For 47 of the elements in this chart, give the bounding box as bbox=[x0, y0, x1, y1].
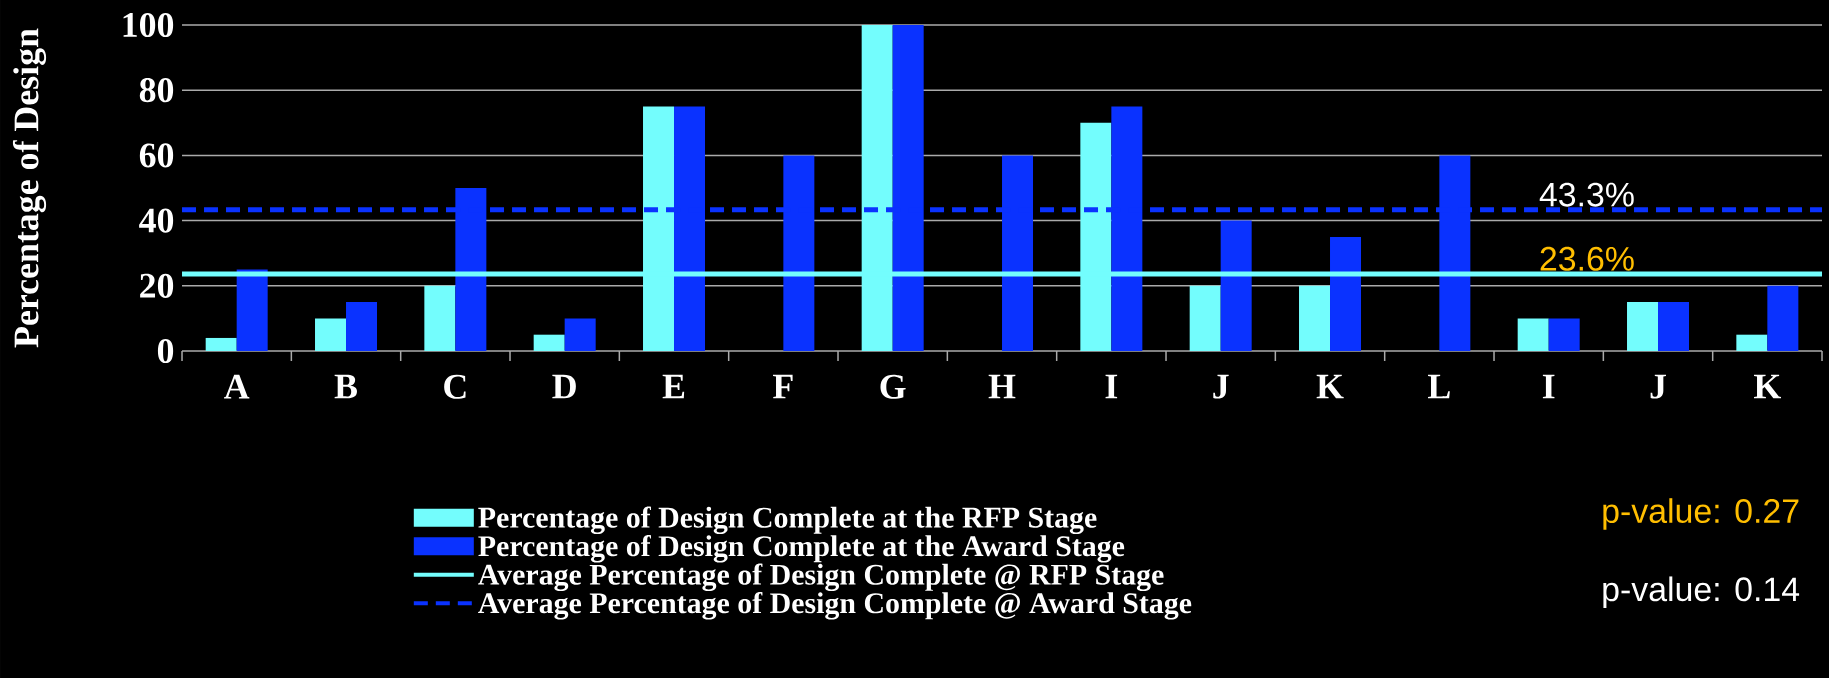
bar bbox=[1189, 285, 1221, 351]
y-tick-label: 100 bbox=[123, 12, 174, 38]
text: p-value: 0.14 bbox=[1603, 576, 1800, 609]
legend-label: Percentage of Design Complete at the RFP Stage bbox=[478, 506, 1097, 535]
x-tick-label: J bbox=[1650, 374, 1666, 399]
annotation: 43.3% bbox=[1539, 182, 1634, 207]
y-tick-label: 40 bbox=[139, 208, 174, 233]
legend-label: Percentage of Design Complete at the Award Stage bbox=[478, 534, 1125, 563]
x-tick-label: K bbox=[1754, 374, 1782, 399]
x-tick-label: A bbox=[224, 374, 250, 399]
bar bbox=[1658, 302, 1690, 351]
text: p-value: 0.27 bbox=[1603, 498, 1799, 530]
x-tick-label: B bbox=[334, 374, 357, 399]
x-tick-label: K bbox=[1316, 374, 1344, 399]
bar bbox=[424, 285, 456, 351]
x-tick-label: G bbox=[880, 374, 906, 399]
bar bbox=[1548, 318, 1580, 351]
annotation: 23.6% bbox=[1540, 246, 1634, 271]
legend-label: Average Percentage of Design Complete @ RFP Stage bbox=[478, 563, 1164, 592]
x-tick-label: E bbox=[662, 374, 685, 399]
bar bbox=[1330, 236, 1362, 351]
x-tick-label: I bbox=[1542, 374, 1555, 399]
bar bbox=[1299, 285, 1331, 351]
legend-label: Average Percentage of Design Complete @ Award Stage bbox=[478, 591, 1192, 620]
bar bbox=[1220, 220, 1252, 351]
bar bbox=[315, 318, 347, 351]
bar bbox=[346, 302, 378, 351]
bar bbox=[205, 337, 237, 351]
y-tick-label: 80 bbox=[139, 78, 174, 103]
y-tick-label: 60 bbox=[139, 143, 174, 168]
x-tick-label: C bbox=[444, 374, 466, 399]
x-tick-label: J bbox=[1213, 374, 1229, 399]
x-tick-label: F bbox=[773, 374, 793, 399]
y-tick-label: 0 bbox=[157, 338, 174, 364]
bar bbox=[533, 334, 565, 351]
y-axis-title: Percentage of Design bbox=[12, 28, 47, 348]
bar bbox=[236, 269, 268, 351]
bar bbox=[564, 318, 596, 351]
x-tick-label: L bbox=[1428, 374, 1450, 399]
bar bbox=[1517, 318, 1549, 351]
bar bbox=[1627, 302, 1659, 351]
y-tick-label: 20 bbox=[140, 273, 174, 298]
x-tick-label: I bbox=[1105, 374, 1118, 399]
x-tick-label: H bbox=[988, 374, 1016, 399]
bar bbox=[1767, 285, 1799, 351]
bar bbox=[1736, 334, 1768, 351]
x-tick-label: D bbox=[552, 374, 576, 399]
